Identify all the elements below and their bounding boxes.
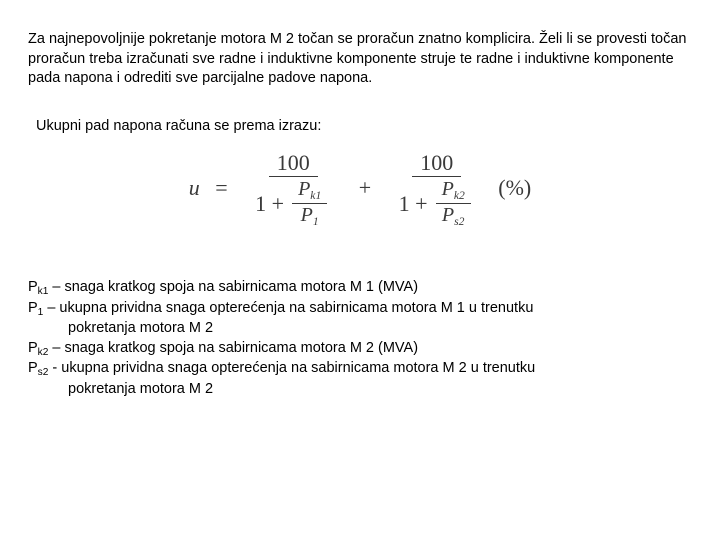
voltage-drop-formula: u = 100 1 + Pk1 P1 + bbox=[189, 150, 532, 230]
def-pk1: Pk1 – snaga kratkog spoja na sabirnicama… bbox=[28, 278, 692, 299]
term2-denominator: 1 + Pk2 Ps2 bbox=[391, 177, 483, 230]
term1-denominator: 1 + Pk1 P1 bbox=[247, 177, 339, 230]
symbol-definitions: Pk1 – snaga kratkog spoja na sabirnicama… bbox=[28, 278, 692, 399]
formula-term1: 100 1 + Pk1 P1 bbox=[247, 150, 339, 230]
term1-numerator: 100 bbox=[269, 150, 318, 177]
term2-inner-num: Pk2 bbox=[436, 178, 471, 204]
term1-den-lead: 1 + bbox=[255, 192, 284, 216]
def-p1-cont: pokretanja motora M 2 bbox=[28, 319, 692, 339]
def-ps2-cont: pokretanja motora M 2 bbox=[28, 380, 692, 400]
def-p1: P1 – ukupna prividna snaga opterećenja n… bbox=[28, 299, 692, 320]
equals-sign: = bbox=[215, 175, 227, 200]
def-ps2: Ps2 - ukupna prividna snaga opterećenja … bbox=[28, 359, 692, 380]
def-pk2: Pk2 – snaga kratkog spoja na sabirnicama… bbox=[28, 339, 692, 360]
formula-lhs: u bbox=[189, 175, 200, 200]
term1-inner-den: P1 bbox=[295, 204, 325, 229]
term2-den-lead: 1 + bbox=[399, 192, 428, 216]
document-page: Za najnepovoljnije pokretanje motora M 2… bbox=[0, 0, 720, 399]
intro-paragraph: Za najnepovoljnije pokretanje motora M 2… bbox=[28, 30, 692, 89]
lead-in-sentence: Ukupni pad napona računa se prema izrazu… bbox=[28, 117, 692, 137]
term1-inner-fraction: Pk1 P1 bbox=[292, 178, 327, 229]
term2-numerator: 100 bbox=[412, 150, 461, 177]
plus-sign: + bbox=[359, 175, 371, 200]
term1-inner-num: Pk1 bbox=[292, 178, 327, 204]
formula-unit: (%) bbox=[498, 175, 531, 200]
formula-block: u = 100 1 + Pk1 P1 + bbox=[28, 150, 692, 230]
term2-inner-fraction: Pk2 Ps2 bbox=[436, 178, 471, 229]
term2-inner-den: Ps2 bbox=[436, 204, 471, 229]
formula-term2: 100 1 + Pk2 Ps2 bbox=[391, 150, 483, 230]
